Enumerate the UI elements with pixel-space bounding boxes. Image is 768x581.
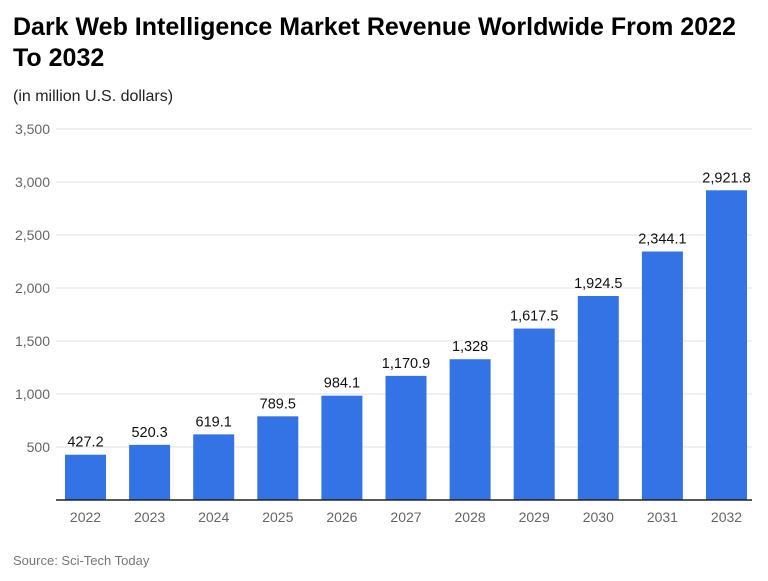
x-tick-label: 2024 — [198, 509, 229, 525]
source-note: Source: Sci-Tech Today — [13, 553, 150, 568]
x-tick-label: 2026 — [326, 509, 357, 525]
chart-title: Dark Web Intelligence Market Revenue Wor… — [13, 13, 736, 72]
x-tick-label: 2032 — [711, 509, 742, 525]
data-label: 2,344.1 — [638, 232, 686, 248]
data-label: 1,328 — [452, 339, 488, 355]
bar-2024 — [193, 434, 235, 500]
x-tick-label: 2025 — [262, 509, 293, 525]
data-label: 2,921.8 — [702, 170, 750, 186]
bar-2031 — [641, 251, 683, 500]
y-tick-label: 3,500 — [15, 121, 50, 137]
x-tick-label: 2027 — [390, 509, 421, 525]
x-tick-label: 2030 — [583, 509, 614, 525]
y-tick-label: 1,500 — [15, 333, 50, 349]
data-label: 1,617.5 — [510, 309, 558, 325]
x-tick-label: 2028 — [455, 509, 486, 525]
bar-2027 — [385, 375, 427, 500]
x-tick-label: 2031 — [647, 509, 678, 525]
y-tick-label: 1,000 — [15, 386, 50, 402]
x-tick-label: 2023 — [134, 509, 165, 525]
bar-2028 — [449, 359, 491, 500]
data-label: 1,924.5 — [574, 276, 622, 292]
bar-2029 — [513, 328, 555, 500]
data-label: 520.3 — [131, 425, 167, 441]
bar-2026 — [321, 395, 363, 500]
bar-2032 — [706, 190, 747, 501]
y-tick-label: 3,000 — [15, 174, 50, 190]
chart-subtitle: (in million U.S. dollars) — [13, 88, 174, 105]
bar-2030 — [577, 296, 619, 500]
data-label: 789.5 — [260, 396, 296, 412]
x-tick-label: 2029 — [519, 509, 550, 525]
data-label: 1,170.9 — [382, 356, 430, 372]
data-label: 984.1 — [324, 376, 360, 392]
bar-2022 — [65, 454, 106, 500]
data-label: 619.1 — [196, 414, 232, 430]
bar-2023 — [129, 444, 171, 500]
y-tick-label: 500 — [27, 439, 51, 455]
y-tick-label: 2,500 — [15, 227, 50, 243]
data-label: 427.2 — [67, 435, 103, 451]
y-tick-label: 2,000 — [15, 280, 50, 296]
x-tick-label: 2022 — [70, 509, 101, 525]
bar-2025 — [257, 416, 299, 500]
